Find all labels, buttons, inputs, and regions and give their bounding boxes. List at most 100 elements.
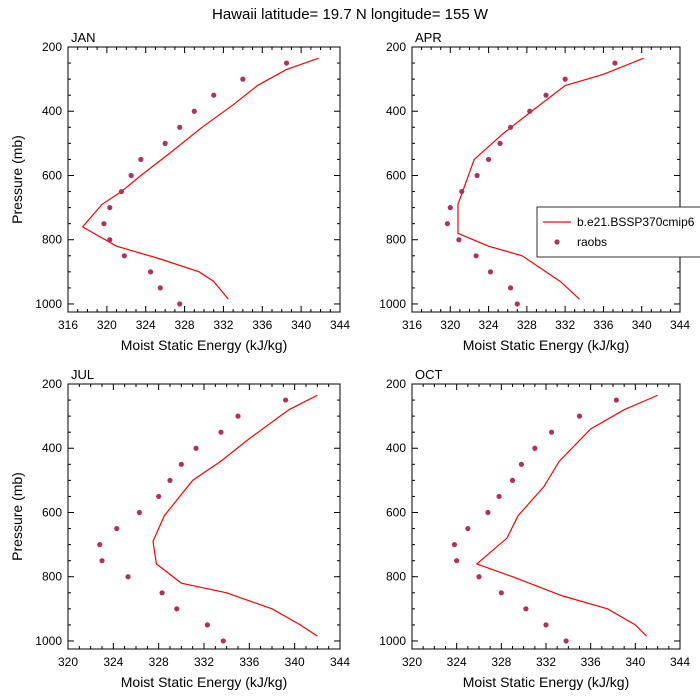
obs-point [167, 477, 173, 483]
y-tick-label: 1000 [379, 634, 406, 648]
panel-oct: OCT 320 324 328 332 336 340 344 200 400 600 800 1000… [379, 367, 690, 690]
x-tick-label: 344 [670, 318, 690, 332]
x-tick-label: 336 [581, 655, 601, 669]
y-tick-label: 200 [42, 40, 62, 54]
y-tick-label: 600 [42, 505, 62, 519]
obs-point [235, 413, 241, 419]
obs-point [107, 205, 113, 211]
obs-point [507, 124, 514, 130]
y-tick-label: 200 [386, 377, 406, 391]
obs-point [107, 237, 113, 243]
panel-apr: APR 316 320 324 328 332 336 340 344 200 400 600 800 1… [379, 30, 690, 353]
obs-point [220, 638, 226, 644]
panels-group: JAN 316 320 324 328 332 336 340 344 200 400 600 800 1… [9, 30, 690, 690]
x-tick-label: 344 [670, 655, 690, 669]
obs-point [125, 574, 131, 580]
obs-point [543, 622, 549, 628]
y-axis-label: Pressure (mb) [9, 472, 25, 561]
plot-area [97, 394, 318, 644]
x-tick-label: 336 [252, 318, 272, 332]
obs-point [128, 172, 134, 179]
obs-point [518, 461, 525, 467]
obs-point [563, 638, 569, 644]
obs-point [99, 558, 105, 564]
obs-point [204, 622, 210, 628]
x-tick-label: 320 [97, 318, 117, 332]
obs-point [465, 525, 471, 532]
obs-point [456, 237, 462, 243]
y-tick-label: 600 [386, 505, 406, 519]
x-tick-label: 324 [136, 318, 156, 332]
obs-point [147, 269, 154, 275]
obs-point [177, 301, 183, 307]
panel-frame [411, 383, 681, 650]
obs-point [97, 542, 103, 548]
panel-label: JUL [71, 367, 94, 382]
obs-point [496, 493, 502, 500]
obs-point [114, 525, 120, 532]
obs-point [523, 606, 529, 612]
panel-label: JAN [71, 30, 96, 45]
obs-point [138, 156, 144, 163]
x-tick-label: 332 [536, 655, 556, 669]
y-tick-label: 1000 [35, 297, 62, 311]
x-tick-label: 320 [402, 655, 422, 669]
x-tick-label: 340 [625, 655, 645, 669]
x-tick-label: 328 [175, 318, 195, 332]
model-series-line [475, 394, 658, 637]
obs-point [527, 108, 533, 114]
obs-point [507, 285, 514, 291]
x-tick-label: 328 [517, 318, 537, 332]
y-tick-label: 800 [386, 233, 406, 247]
panel-label: OCT [415, 367, 443, 382]
panel-label: APR [415, 30, 442, 45]
model-series-line [152, 394, 318, 637]
obs-point [473, 253, 479, 259]
y-tick-label: 800 [42, 233, 62, 247]
obs-point [218, 429, 224, 435]
obs-point [156, 493, 162, 500]
x-axis-label: Moist Static Energy (kJ/kg) [121, 674, 288, 690]
x-tick-label: 344 [330, 318, 350, 332]
obs-point [118, 188, 125, 195]
y-axis-label: Pressure (mb) [9, 135, 25, 224]
plot-area [81, 57, 319, 307]
panel-jan: JAN 316 320 324 328 332 336 340 344 200 400 600 800 1… [9, 30, 350, 353]
obs-point [497, 140, 503, 146]
obs-point [121, 253, 127, 259]
legend-model-label: b.e21.BSSP370cmip6 [577, 215, 695, 229]
obs-point [474, 172, 480, 179]
obs-point [485, 509, 491, 516]
x-tick-label: 316 [58, 318, 78, 332]
obs-point [576, 413, 583, 419]
obs-point [283, 60, 290, 66]
obs-point [159, 590, 165, 596]
obs-point [543, 92, 549, 98]
y-tick-label: 400 [386, 104, 406, 118]
y-tick-label: 1000 [379, 297, 406, 311]
obs-point [485, 156, 492, 163]
y-tick-label: 200 [42, 377, 62, 391]
x-tick-label: 316 [402, 318, 422, 332]
y-tick-label: 600 [42, 168, 62, 182]
x-tick-label: 336 [239, 655, 259, 669]
obs-point [613, 397, 619, 403]
y-tick-label: 800 [386, 570, 406, 584]
x-tick-label: 320 [58, 655, 78, 669]
plot-area [444, 57, 644, 307]
y-tick-label: 200 [386, 40, 406, 54]
obs-point [459, 188, 465, 195]
y-tick-label: 800 [42, 570, 62, 584]
y-tick-label: 400 [42, 104, 62, 118]
legend-box [536, 206, 700, 258]
y-tick-label: 400 [42, 441, 62, 455]
obs-point [612, 60, 618, 66]
obs-point [509, 477, 516, 483]
x-axis-label: Moist Static Energy (kJ/kg) [463, 674, 630, 690]
x-axis-label: Moist Static Energy (kJ/kg) [463, 337, 630, 353]
obs-point [562, 76, 568, 82]
obs-point [178, 461, 184, 467]
obs-point [101, 221, 107, 227]
legend: b.e21.BSSP370cmip6 raobs [536, 206, 700, 258]
